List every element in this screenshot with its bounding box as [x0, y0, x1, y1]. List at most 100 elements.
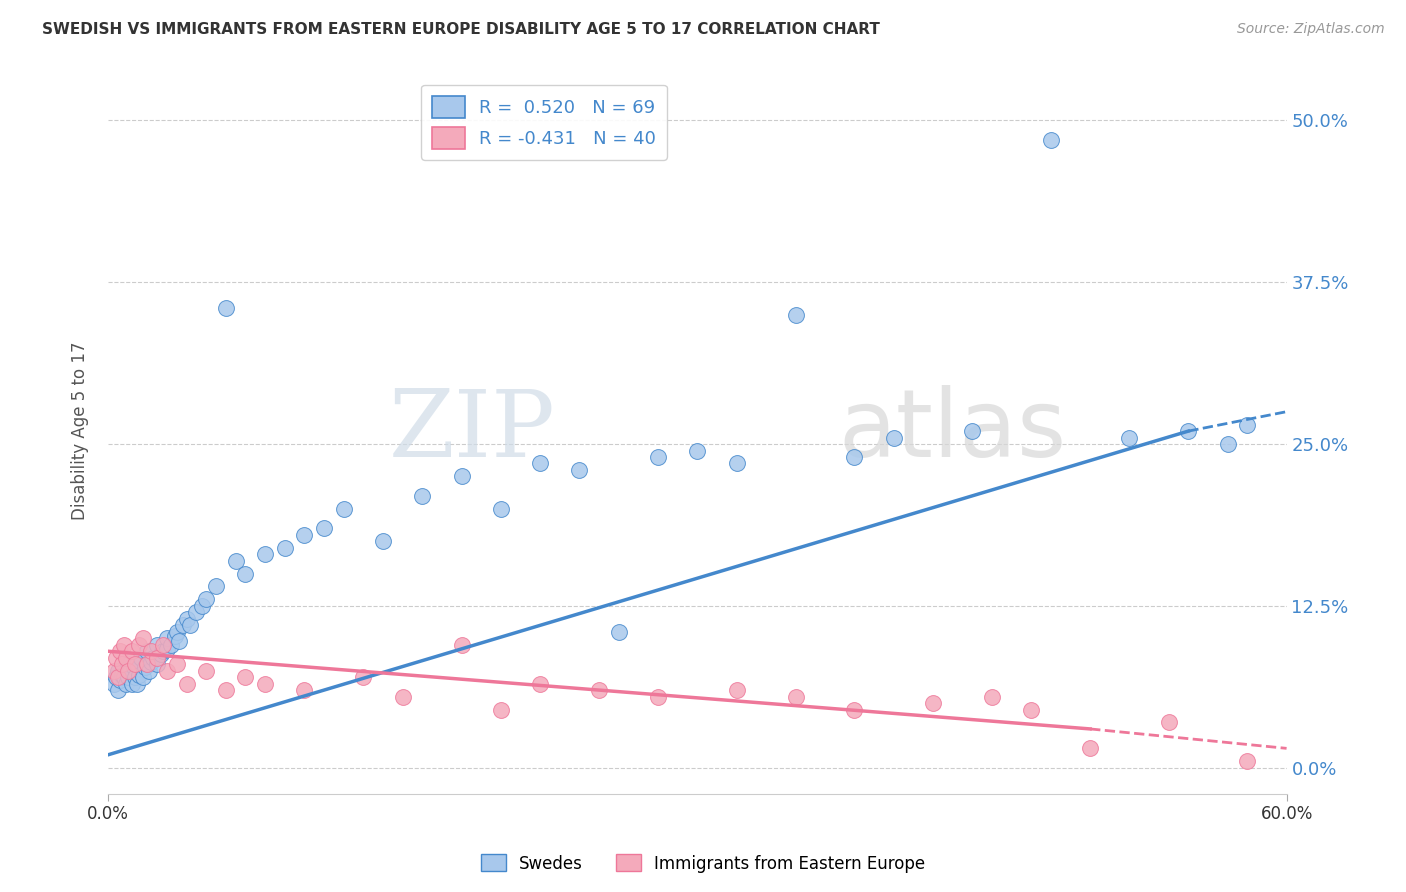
Point [150, 647, 173, 661]
Point [111, 657, 134, 672]
Point [163, 629, 186, 643]
Point [118, 664, 141, 678]
Point [128, 667, 150, 681]
Point [450, 469, 472, 483]
Point [160, 638, 183, 652]
Text: atlas: atlas [839, 385, 1067, 477]
Point [844, 450, 866, 464]
Point [254, 676, 277, 690]
Point [294, 527, 316, 541]
Point [489, 501, 512, 516]
Point [108, 644, 131, 658]
Point [647, 690, 669, 704]
Point [131, 650, 153, 665]
Point [141, 644, 163, 658]
Point [235, 566, 257, 581]
Point [141, 655, 163, 669]
Point [883, 431, 905, 445]
Point [1236, 417, 1258, 432]
Text: ZIP: ZIP [389, 386, 555, 476]
Point [138, 664, 160, 678]
Point [142, 650, 165, 665]
Point [411, 489, 433, 503]
Point [146, 638, 169, 652]
Point [195, 592, 218, 607]
Point [124, 670, 146, 684]
Point [117, 664, 139, 678]
Y-axis label: Disability Age 5 to 17: Disability Age 5 to 17 [72, 342, 89, 520]
Point [450, 638, 472, 652]
Point [294, 683, 316, 698]
Point [136, 657, 159, 672]
Point [1039, 133, 1062, 147]
Point [117, 670, 139, 684]
Point [529, 457, 551, 471]
Point [1177, 424, 1199, 438]
Point [121, 644, 143, 658]
Point [274, 541, 297, 555]
Point [104, 670, 127, 684]
Point [132, 670, 155, 684]
Point [785, 308, 807, 322]
Point [186, 606, 208, 620]
Point [107, 664, 129, 678]
Point [215, 301, 238, 315]
Point [111, 667, 134, 681]
Point [176, 612, 198, 626]
Point [103, 664, 125, 678]
Point [128, 638, 150, 652]
Point [225, 553, 247, 567]
Point [134, 660, 156, 674]
Point [121, 676, 143, 690]
Point [117, 657, 139, 672]
Point [166, 624, 188, 639]
Point [152, 638, 174, 652]
Point [962, 424, 984, 438]
Point [127, 657, 149, 672]
Point [725, 683, 748, 698]
Point [156, 641, 179, 656]
Point [1078, 741, 1101, 756]
Point [108, 673, 131, 687]
Point [607, 624, 630, 639]
Point [981, 690, 1004, 704]
Point [725, 457, 748, 471]
Point [191, 599, 214, 613]
Point [1019, 702, 1042, 716]
Point [132, 632, 155, 646]
Point [167, 633, 190, 648]
Point [127, 676, 149, 690]
Point [647, 450, 669, 464]
Point [215, 683, 238, 698]
Point [114, 676, 136, 690]
Point [254, 547, 277, 561]
Point [588, 683, 610, 698]
Point [235, 670, 257, 684]
Point [1157, 715, 1180, 730]
Point [352, 670, 374, 684]
Legend: R =  0.520   N = 69, R = -0.431   N = 40: R = 0.520 N = 69, R = -0.431 N = 40 [422, 85, 666, 160]
Point [136, 644, 159, 658]
Point [391, 690, 413, 704]
Point [489, 702, 512, 716]
Point [112, 638, 135, 652]
Point [371, 534, 394, 549]
Point [122, 660, 145, 674]
Point [205, 579, 228, 593]
Point [176, 676, 198, 690]
Point [1236, 754, 1258, 768]
Point [332, 501, 354, 516]
Point [312, 521, 335, 535]
Point [104, 650, 127, 665]
Point [922, 696, 945, 710]
Point [1118, 431, 1140, 445]
Text: SWEDISH VS IMMIGRANTS FROM EASTERN EUROPE DISABILITY AGE 5 TO 17 CORRELATION CHA: SWEDISH VS IMMIGRANTS FROM EASTERN EUROP… [42, 22, 880, 37]
Point [107, 670, 129, 684]
Point [1216, 437, 1239, 451]
Legend: Swedes, Immigrants from Eastern Europe: Swedes, Immigrants from Eastern Europe [474, 847, 932, 880]
Point [686, 443, 709, 458]
Point [146, 657, 169, 672]
Point [166, 657, 188, 672]
Point [785, 690, 807, 704]
Point [114, 650, 136, 665]
